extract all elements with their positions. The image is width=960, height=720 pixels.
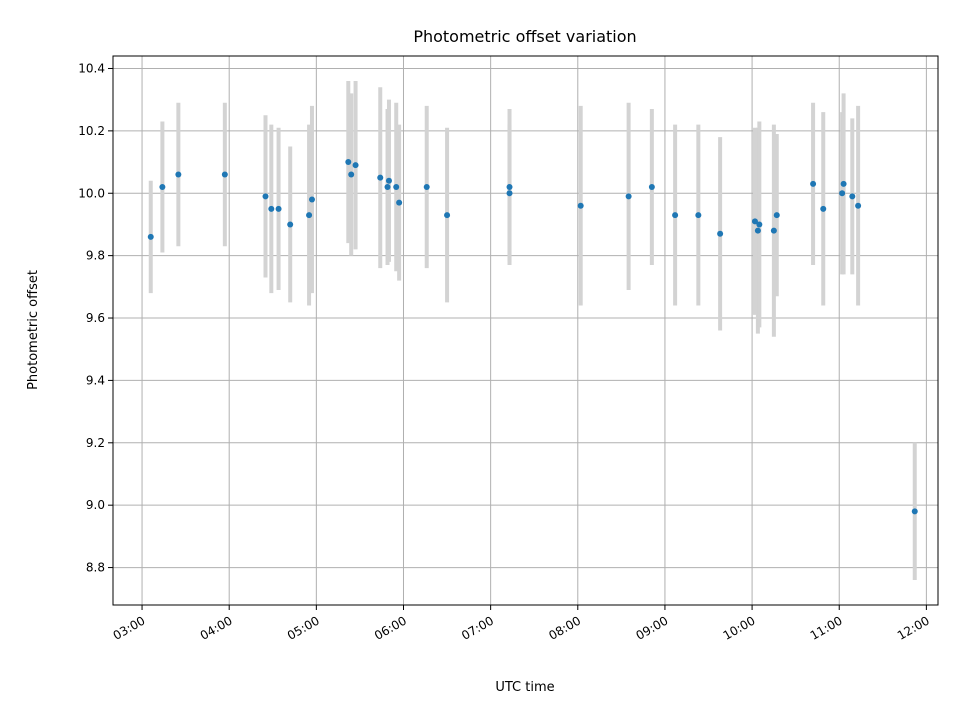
data-point: [839, 190, 846, 197]
x-tick-label: 12:00: [895, 613, 932, 642]
data-point: [308, 196, 315, 203]
data-point: [345, 159, 352, 166]
grid-layer: [113, 56, 938, 605]
data-point: [221, 171, 228, 178]
data-point: [506, 190, 513, 197]
data-point: [377, 174, 384, 181]
axis-layer: 03:00 04:00 05:00 06:00 07:00 08:00 09:00 10:00…: [78, 61, 932, 642]
x-tick-label: 05:00: [285, 613, 322, 642]
x-tick-label: 10:00: [721, 613, 758, 642]
data-point: [423, 184, 430, 191]
data-point: [385, 177, 392, 184]
data-point: [393, 184, 400, 191]
y-tick-label: 9.0: [86, 498, 105, 512]
y-tick-label: 9.6: [86, 311, 105, 325]
y-tick-label: 9.2: [86, 436, 105, 450]
y-tick-label: 9.8: [86, 249, 105, 263]
y-tick-label: 10.2: [78, 124, 105, 138]
data-point: [262, 193, 269, 200]
data-point: [396, 199, 403, 206]
data-point: [840, 180, 847, 187]
data-point: [754, 227, 761, 234]
data-point: [159, 184, 166, 191]
plot-frame: [112, 55, 939, 606]
data-point: [268, 205, 275, 212]
x-tick-label: 09:00: [633, 613, 670, 642]
y-tick-label: 10.4: [78, 61, 105, 75]
y-tick-label: 8.8: [86, 561, 105, 575]
y-tick-label: 9.4: [86, 373, 105, 387]
data-point: [275, 205, 282, 212]
y-tick-label: 10.0: [78, 186, 105, 200]
data-point: [384, 184, 391, 191]
x-tick-label: 07:00: [459, 613, 496, 642]
x-tick-label: 03:00: [111, 613, 148, 642]
data-point: [175, 171, 182, 178]
x-tick-label: 04:00: [198, 613, 235, 642]
data-point: [306, 212, 313, 219]
data-point: [810, 180, 817, 187]
point-layer: [147, 159, 918, 515]
data-point: [352, 162, 359, 169]
data-point: [648, 184, 655, 191]
chart-title: Photometric offset variation: [413, 27, 636, 46]
data-point: [820, 205, 827, 212]
x-tick-label: 06:00: [372, 613, 409, 642]
data-point: [695, 212, 702, 219]
data-point: [444, 212, 451, 219]
x-axis-label: UTC time: [495, 680, 554, 695]
x-tick-label: 11:00: [808, 613, 845, 642]
data-point: [855, 202, 862, 209]
data-point: [147, 233, 154, 240]
data-point: [577, 202, 584, 209]
data-point: [911, 508, 918, 515]
data-point: [849, 193, 856, 200]
data-point: [506, 184, 513, 191]
data-point: [625, 193, 632, 200]
x-tick-label: 08:00: [546, 613, 583, 642]
data-point: [770, 227, 777, 234]
data-point: [717, 230, 724, 237]
data-point: [751, 218, 758, 225]
data-point: [756, 221, 763, 228]
y-axis-label: Photometric offset: [26, 270, 41, 390]
data-point: [348, 171, 355, 178]
data-point: [287, 221, 294, 228]
data-point: [672, 212, 679, 219]
data-point: [773, 212, 780, 219]
